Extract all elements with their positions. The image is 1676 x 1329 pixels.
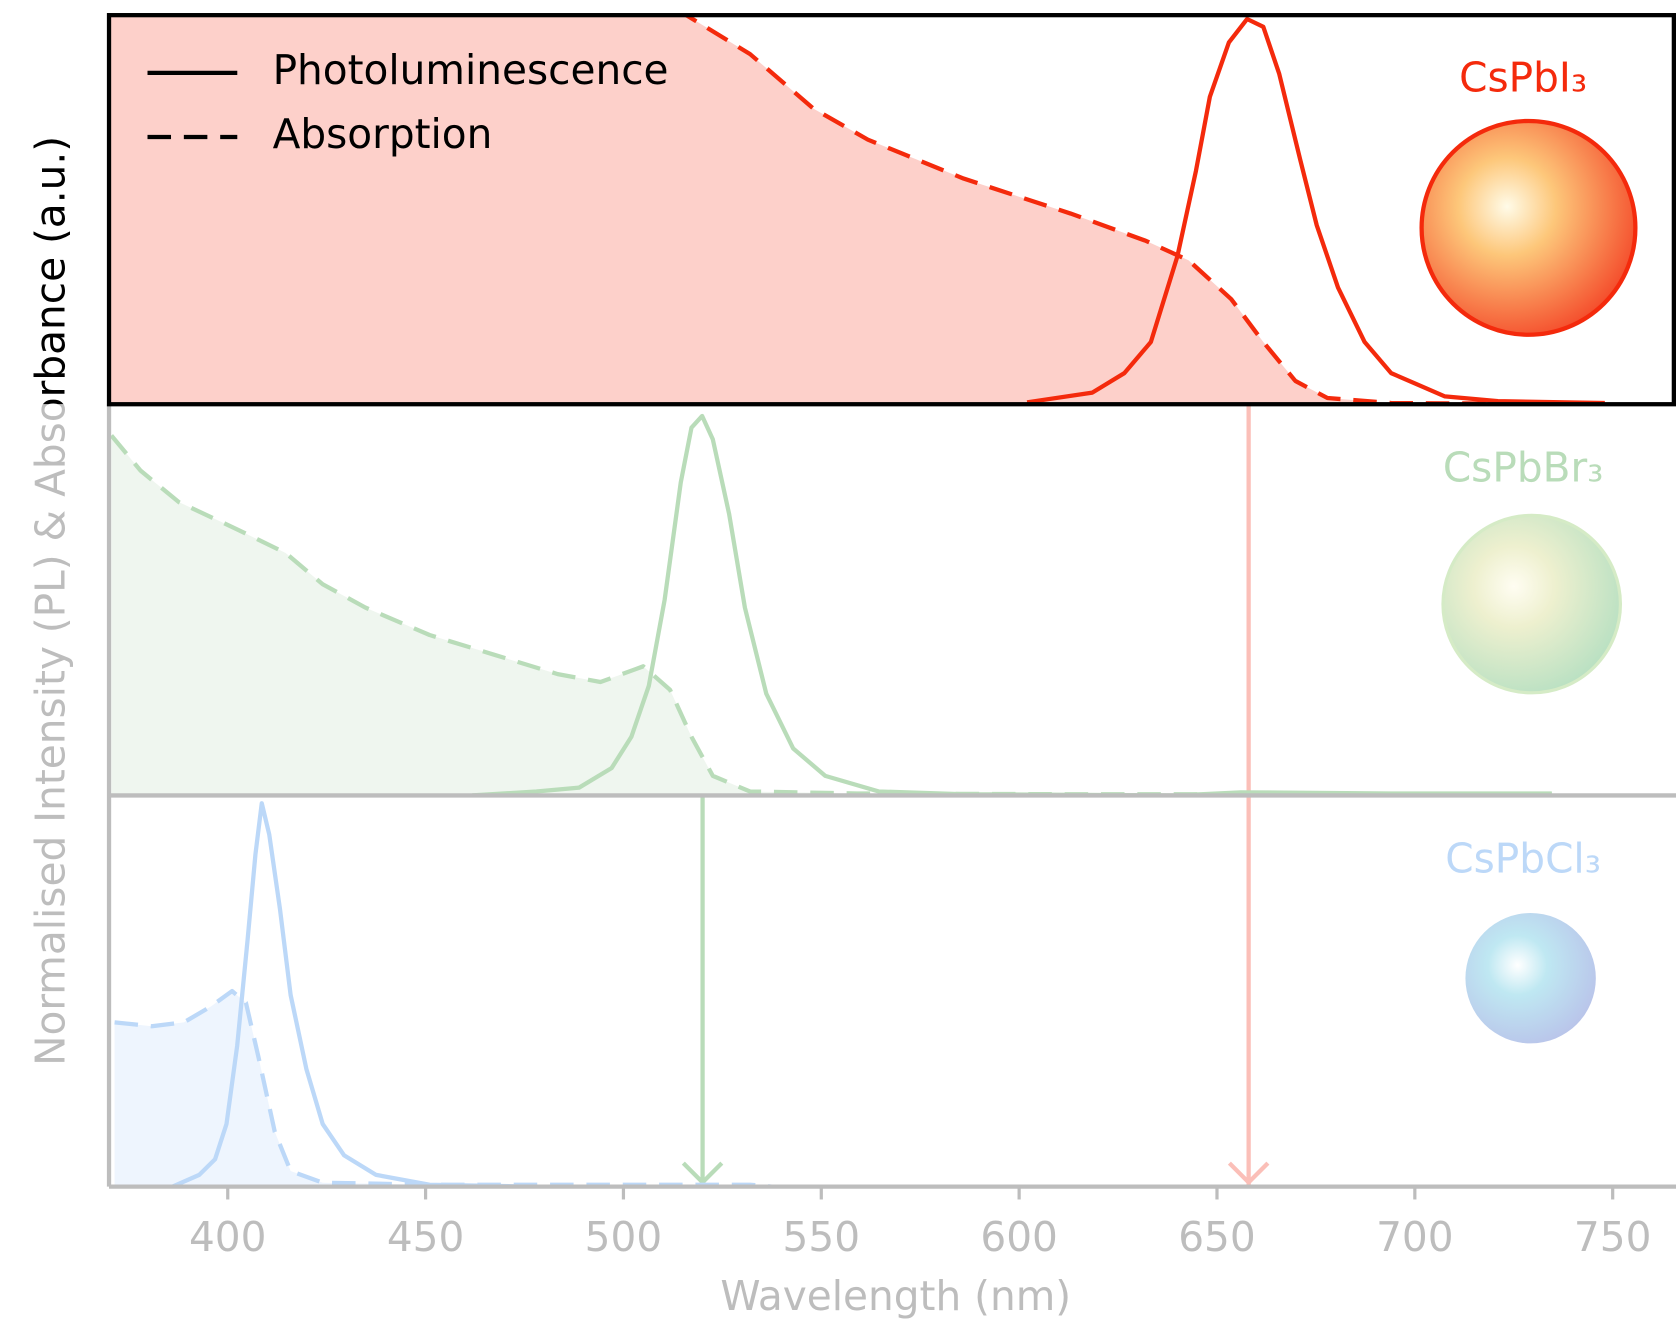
absorption-line	[677, 15, 1605, 405]
panel	[109, 413, 1552, 796]
y-label-part: Normalised Intensity (PL) & Absorbance (…	[26, 136, 74, 1066]
absorption-fill	[109, 15, 1605, 405]
absorption-line	[114, 988, 773, 1187]
sphere	[1465, 913, 1596, 1044]
x-tick-label: 750	[1574, 1213, 1652, 1261]
x-axis-label: Wavelength (nm)	[720, 1272, 1071, 1320]
panel-label: CsPbBr₃	[1443, 443, 1604, 491]
panel-label: CsPbCl₃	[1445, 835, 1601, 883]
panel	[109, 15, 1605, 405]
pl-line	[1026, 16, 1605, 405]
legend-label: Photoluminescence	[273, 46, 669, 94]
x-tick-label: 400	[189, 1213, 267, 1261]
x-tick-label: 700	[1376, 1213, 1454, 1261]
panel-label: CsPbI₃	[1459, 53, 1587, 101]
panel-frame	[106, 13, 1676, 407]
legend-label: Absorption	[273, 110, 493, 158]
absorption-fill	[111, 435, 1552, 796]
x-tick-label: 450	[387, 1213, 465, 1261]
x-tick-label: 650	[1178, 1213, 1256, 1261]
arrow-head	[1227, 1161, 1270, 1186]
y-axis-label: Normalised Intensity (PL) & Absorbance (…	[26, 136, 74, 1066]
y-label-part: Normalised Intensity (PL) & Absorbance (…	[26, 136, 74, 1066]
x-tick-label: 500	[585, 1213, 663, 1261]
sphere	[1441, 513, 1623, 695]
absorption-fill	[114, 991, 772, 1187]
sphere	[1419, 118, 1638, 337]
panel	[114, 801, 794, 1187]
pl-line	[171, 801, 794, 1187]
y-axis-label: Normalised Intensity (PL) & Absorbance (…	[26, 136, 74, 1066]
x-tick-label: 550	[783, 1213, 861, 1261]
arrow-head	[681, 1161, 724, 1186]
absorption-line	[109, 434, 1552, 796]
x-tick-label: 600	[980, 1213, 1058, 1261]
